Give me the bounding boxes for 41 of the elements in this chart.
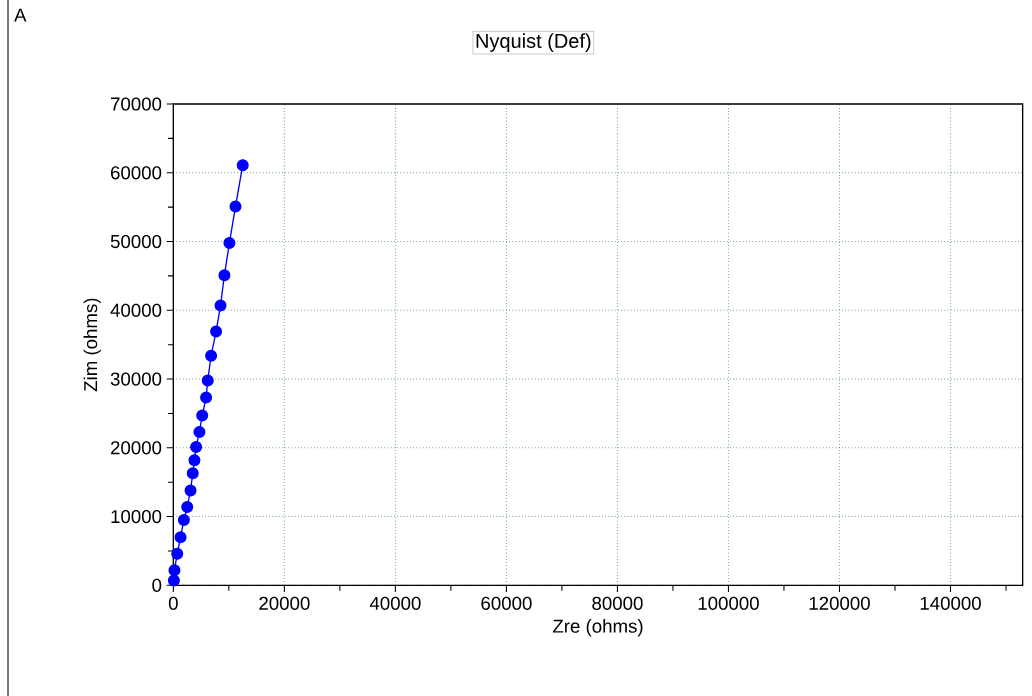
x-tick-label: 80000	[592, 596, 643, 610]
point	[214, 299, 227, 312]
point	[171, 547, 184, 560]
x-tick-label: 0	[168, 596, 178, 610]
point	[236, 159, 249, 172]
x-tick-label: 120000	[809, 596, 870, 610]
x-tick-label: 140000	[920, 596, 981, 610]
x-axis-title: Zre (ohms)	[552, 619, 643, 637]
y-tick-label: 40000	[110, 303, 162, 317]
y-tick-label: 20000	[111, 441, 162, 455]
point	[190, 441, 203, 454]
point	[167, 574, 180, 587]
y-tick-label: 50000	[110, 234, 162, 249]
point	[186, 467, 199, 480]
point	[177, 514, 190, 526]
point	[205, 349, 218, 362]
y-tick-label: 30000	[110, 372, 162, 386]
y-tick-label: 60000	[111, 166, 162, 180]
point	[188, 454, 201, 467]
x-tick-label: 60000	[481, 596, 532, 610]
point	[218, 269, 231, 282]
point	[184, 484, 197, 497]
point	[210, 325, 223, 338]
chart-title: Nyquist (Def)	[476, 33, 591, 52]
y-tick-label: 10000	[111, 509, 162, 524]
point	[181, 500, 194, 513]
point	[223, 236, 236, 249]
point	[174, 531, 187, 544]
point	[196, 409, 209, 422]
x-tick-label: 100000	[698, 596, 759, 610]
x-tick-label: 20000	[259, 596, 310, 610]
x-tick-label: 40000	[369, 596, 421, 610]
point	[168, 564, 181, 577]
text: A	[14, 8, 27, 22]
point	[193, 425, 206, 438]
point	[200, 391, 213, 404]
point	[229, 200, 242, 213]
point	[201, 374, 214, 387]
y-axis-title: Zim (ohms)	[83, 298, 101, 392]
y-tick-label: 0	[152, 578, 162, 592]
y-tick-label: 70000	[111, 97, 162, 111]
